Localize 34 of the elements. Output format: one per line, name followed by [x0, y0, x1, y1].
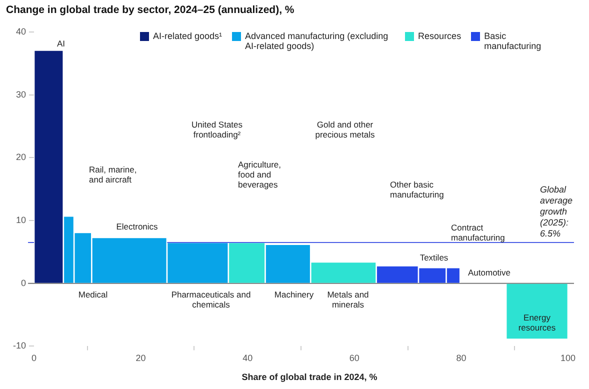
annotation: Rail, marine, and aircraft [89, 164, 137, 184]
legend-label: Resources [418, 31, 462, 41]
annotation: Energy resources [518, 312, 556, 332]
y-tick-label: 40 [16, 26, 26, 36]
annotation: Electronics [116, 221, 158, 232]
annotation: Metals and minerals [327, 289, 370, 310]
x-tick-label: 0 [32, 353, 37, 364]
annotation: Agriculture, food and beverages [238, 159, 281, 190]
annotation: Pharmaceuticals and chemicals [171, 289, 251, 310]
annotation: Contract manufacturing [451, 222, 506, 242]
annotation: Machinery [274, 289, 314, 300]
ref-line-label: Global average growth (2025): 6.5% [540, 184, 573, 239]
y-tick-label: 10 [16, 215, 26, 226]
chart-title: Change in global trade by sector, 2024–25 (annualized), % [6, 4, 294, 16]
x-tick-label: 60 [349, 353, 360, 364]
annotation: Textiles [420, 252, 448, 262]
annotation: AI [56, 38, 66, 48]
y-tick-label: 20 [16, 152, 26, 162]
annotation: Automotive [468, 267, 511, 278]
annotation: Gold and other precious metals [315, 119, 375, 140]
legend-label: Advanced manufacturing (excluding AI-related goods) [245, 31, 390, 51]
y-tick-label: 30 [16, 89, 26, 100]
y-tick-label: 0 [20, 278, 26, 288]
y-tick-label: -10 [12, 340, 26, 351]
x-tick-label: 20 [136, 353, 146, 364]
x-tick-label: 100 [560, 353, 576, 364]
x-tick-label: 80 [456, 353, 466, 364]
annotation: Other basic manufacturing [390, 179, 444, 200]
annotation: United States frontloading² [191, 119, 243, 140]
annotation: Medical [78, 289, 108, 300]
x-axis-title: Share of global trade in 2024, % [240, 372, 378, 382]
legend-label: AI-related goods¹ [153, 31, 222, 41]
x-tick-label: 40 [242, 353, 253, 364]
legend-label: Basic manufacturing [484, 31, 542, 51]
